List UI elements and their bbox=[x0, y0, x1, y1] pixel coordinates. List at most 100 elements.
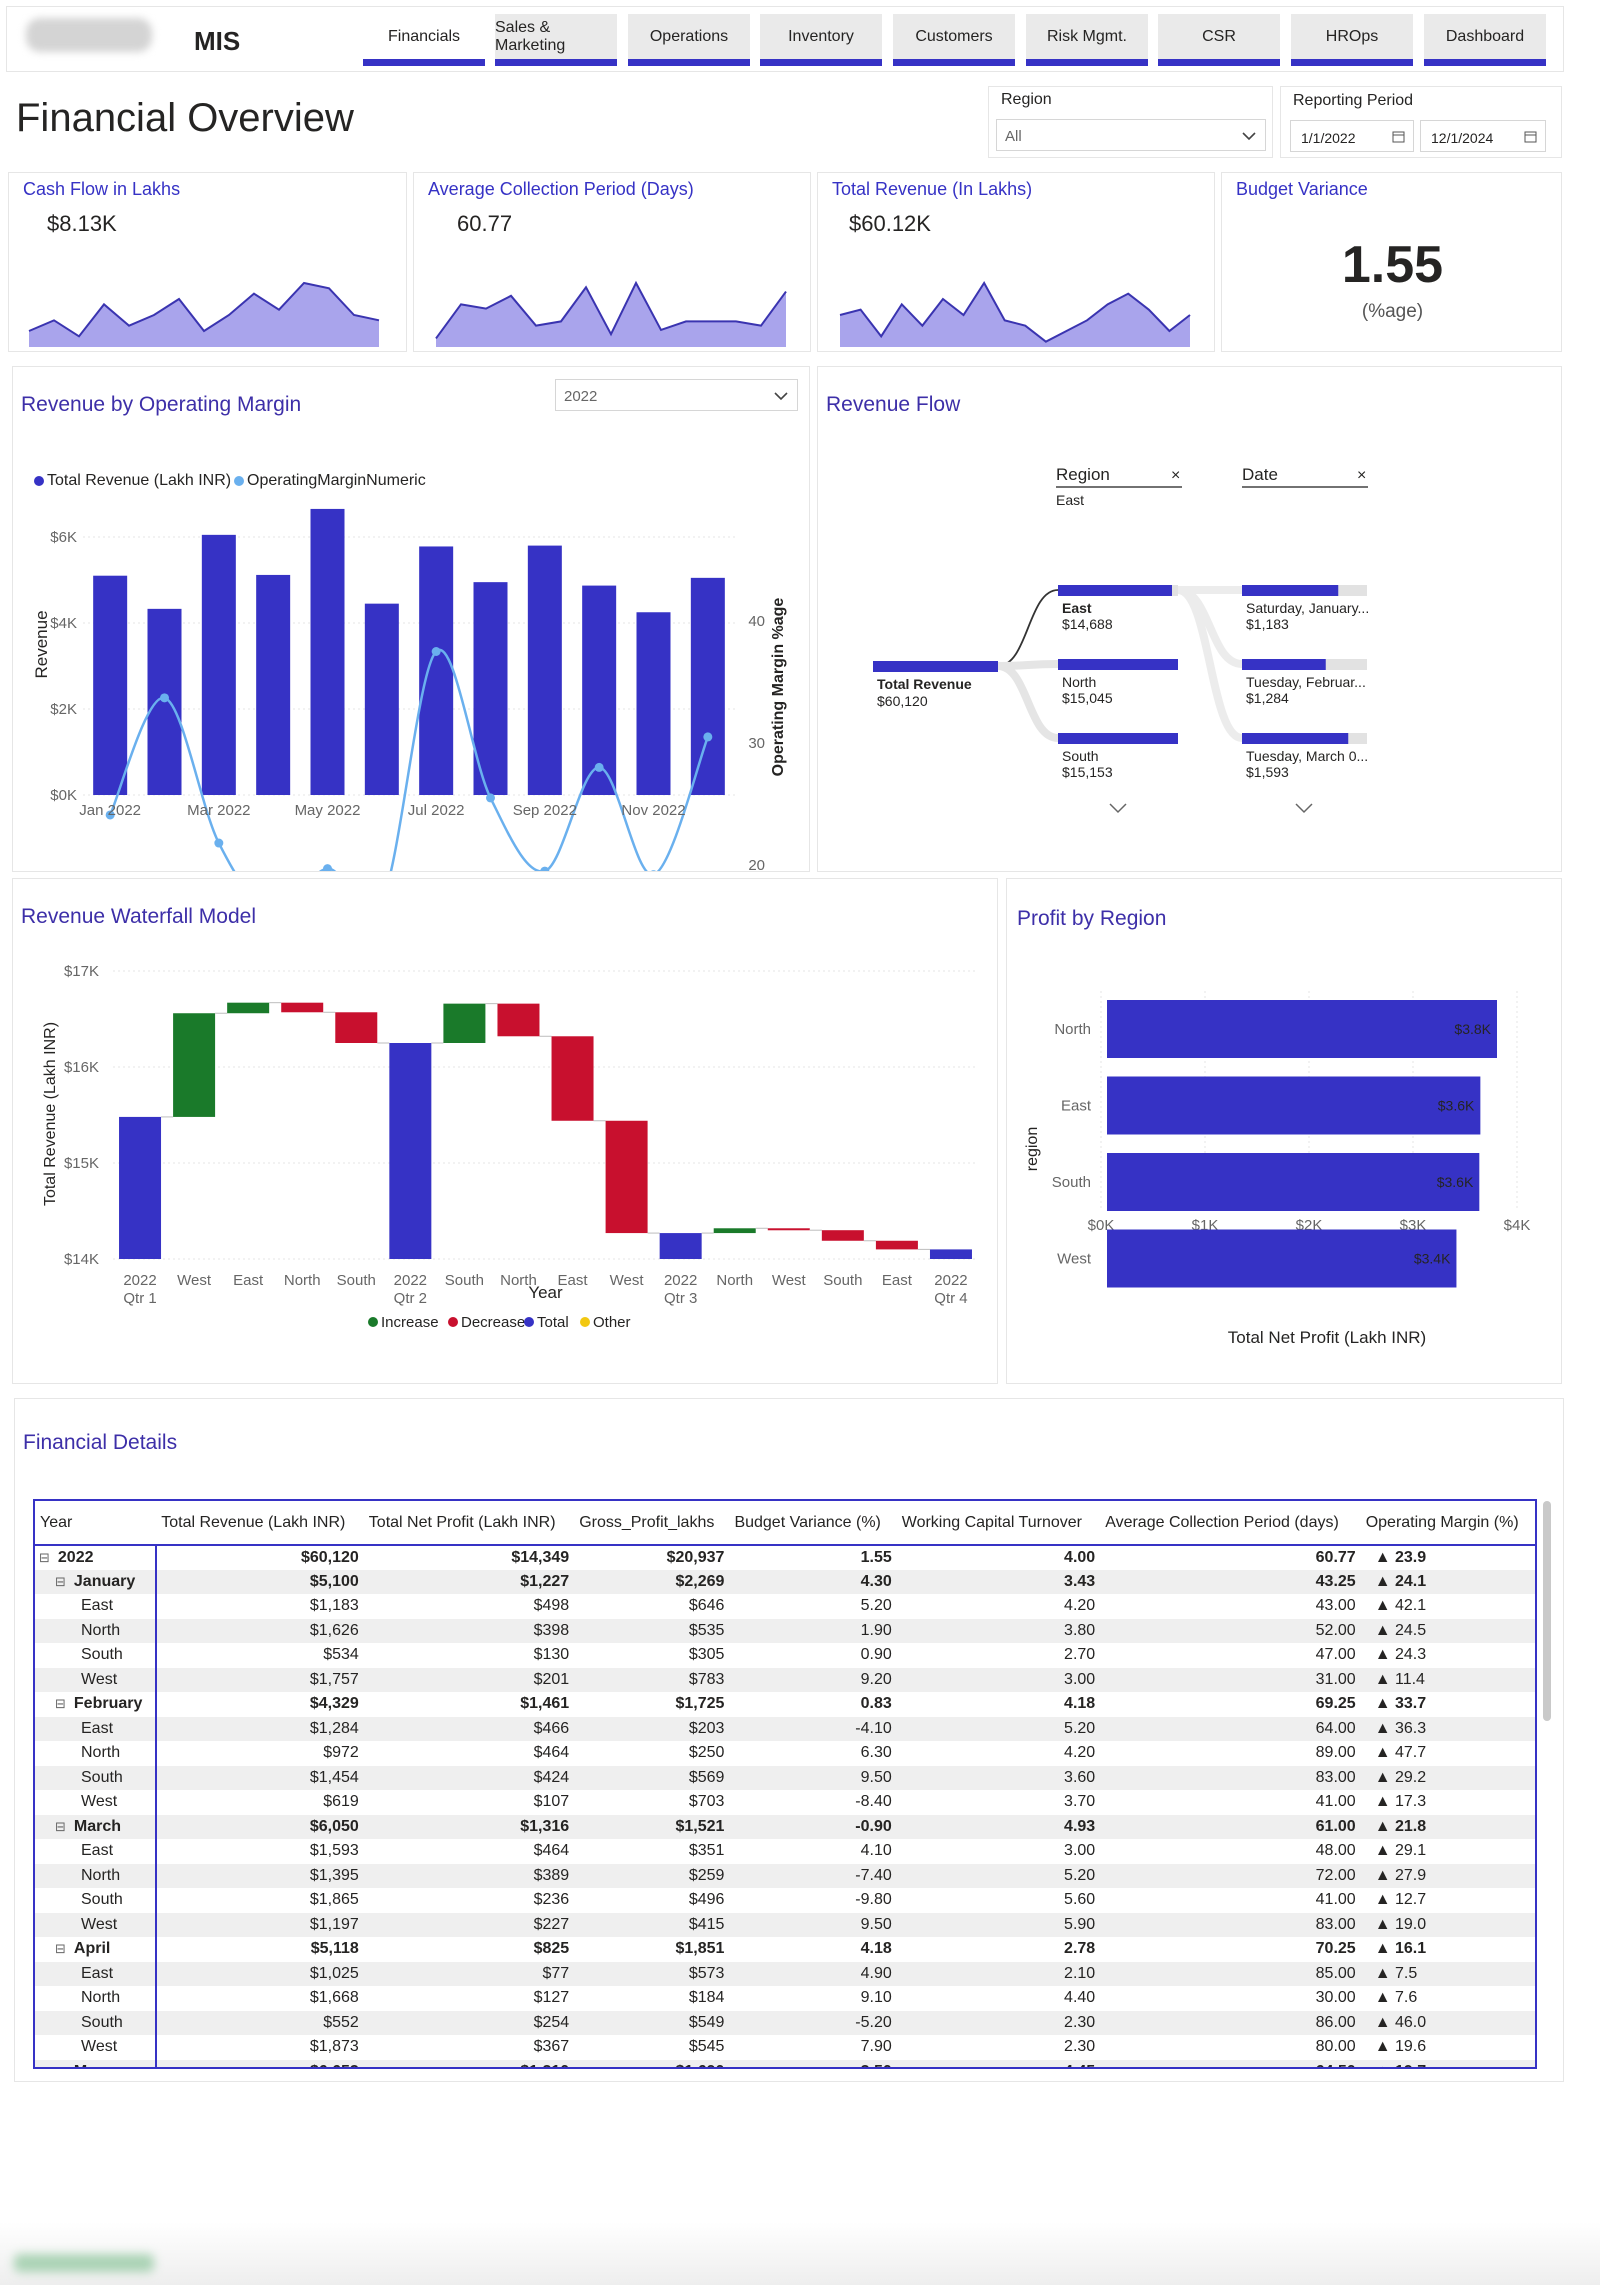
column-header[interactable]: Average Collection Period (days) bbox=[1100, 1501, 1361, 1546]
kpi-budget-card[interactable]: Budget Variance 1.55 (%age) bbox=[1221, 172, 1562, 352]
period-end-input[interactable]: 12/1/2024 bbox=[1420, 120, 1546, 152]
tab-operations[interactable]: Operations bbox=[628, 14, 750, 66]
column-header[interactable]: Total Revenue (Lakh INR) bbox=[156, 1501, 364, 1546]
table-row[interactable]: East $1,593 $464 $351 4.10 3.00 48.00 ▲ 29.1 bbox=[35, 1839, 1535, 1864]
table-row[interactable]: ⊟ March $6,050 $1,316 $1,521 -0.90 4.93 61.00 ▲ … bbox=[35, 1814, 1535, 1839]
region-dropdown[interactable]: All bbox=[996, 119, 1266, 151]
column-header[interactable]: Operating Margin (%) bbox=[1360, 1501, 1535, 1546]
table-cell: $5,118 bbox=[310, 1940, 359, 1958]
table-row[interactable]: ⊟ 2022 $60,120 $14,349 $20,937 1.55 4.00 60.77 ▲… bbox=[35, 1545, 1535, 1570]
tab-hrops[interactable]: HROps bbox=[1291, 14, 1413, 66]
table-cell: 0.83 bbox=[860, 1695, 892, 1713]
row-label: South bbox=[81, 1646, 123, 1664]
collapse-icon[interactable]: ⊟ bbox=[55, 1573, 66, 1589]
period-start-input[interactable]: 1/1/2022 bbox=[1290, 120, 1414, 152]
table-cell: $1,310 bbox=[363, 2059, 575, 2067]
rev-margin-card: Revenue by Operating Margin 2022 Total R… bbox=[12, 366, 810, 872]
column-subtitle: East bbox=[1056, 492, 1084, 508]
table-row[interactable]: North $1,395 $389 $259 -7.40 5.20 72.00 ▲ 27.9 bbox=[35, 1863, 1535, 1888]
table-row[interactable]: West $1,873 $367 $545 7.90 2.30 80.00 ▲ 19.6 bbox=[35, 2035, 1535, 2060]
x-tick-label: May 2022 bbox=[295, 802, 361, 819]
table-row[interactable]: ⊟May$6,653$1,310$1,690-3.504.4564.50▲ 19… bbox=[35, 2059, 1535, 2068]
table-row[interactable]: North $1,668 $127 $184 9.10 4.40 30.00 ▲ 7.6 bbox=[35, 1986, 1535, 2011]
table-cell: ▲ 7.6 bbox=[1361, 1986, 1535, 2011]
margin-value: 29.1 bbox=[1394, 1842, 1427, 1860]
column-header[interactable]: Gross_Profit_lakhs bbox=[574, 1501, 730, 1546]
table-cell: $201 bbox=[363, 1667, 575, 1692]
revenue-margin-chart: Total Revenue (Lakh INR) OperatingMarginN… bbox=[32, 472, 787, 871]
table-cell: $703 bbox=[688, 1793, 725, 1811]
table-row[interactable]: South $552 $254 $549 -5.20 2.30 86.00 ▲ 46.0 bbox=[35, 2010, 1535, 2035]
table-row[interactable]: East $1,183 $498 $646 5.20 4.20 43.00 ▲ 42.1 bbox=[35, 1594, 1535, 1619]
table-row[interactable]: North $972 $464 $250 6.30 4.20 89.00 ▲ 47.7 bbox=[35, 1741, 1535, 1766]
table-row[interactable]: North $1,626 $398 $535 1.90 3.80 52.00 ▲ 24.5 bbox=[35, 1618, 1535, 1643]
column-header[interactable]: Total Net Profit (Lakh INR) bbox=[363, 1501, 575, 1546]
table-cell: 41.00 bbox=[1315, 1891, 1356, 1909]
table-cell: ▲ 24.5 bbox=[1360, 1618, 1535, 1643]
flow-link bbox=[997, 662, 1059, 742]
collapse-icon[interactable]: ⊟ bbox=[39, 1549, 50, 1565]
tab-csr[interactable]: CSR bbox=[1158, 14, 1280, 66]
table-row[interactable]: West $619 $107 $703 -8.40 3.70 41.00 ▲ 17.3 bbox=[35, 1790, 1535, 1815]
column-header[interactable]: Working Capital Turnover bbox=[896, 1501, 1101, 1546]
column-header[interactable]: Budget Variance (%) bbox=[729, 1501, 897, 1546]
up-arrow-icon: ▲ bbox=[1374, 1940, 1395, 1958]
table-row[interactable]: West $1,197 $227 $415 9.50 5.90 83.00 ▲ 19.0 bbox=[35, 1912, 1535, 1937]
table-cell: 43.00 bbox=[1315, 1597, 1356, 1615]
row-label: North bbox=[81, 1621, 121, 1639]
table-cell: 64.50 bbox=[1100, 2059, 1361, 2067]
margin-value: 29.2 bbox=[1394, 1768, 1427, 1786]
table-row[interactable]: ⊟ January $5,100 $1,227 $2,269 4.30 3.43 43.25 ▲… bbox=[35, 1569, 1535, 1594]
table-cell: $14,349 bbox=[511, 1548, 570, 1566]
bar-data-label: $3.6K bbox=[1437, 1174, 1474, 1190]
margin-value: 24.3 bbox=[1394, 1646, 1427, 1664]
table-cell: ▲ 17.3 bbox=[1361, 1790, 1535, 1815]
scrollbar[interactable] bbox=[1543, 1501, 1551, 1721]
kpi-value: $60.12K bbox=[849, 211, 931, 236]
table-cell: 48.00 bbox=[1315, 1842, 1356, 1860]
row-label: East bbox=[81, 1597, 114, 1615]
tab-inventory[interactable]: Inventory bbox=[760, 14, 882, 66]
table-row[interactable]: ⊟ February $4,329 $1,461 $1,725 0.83 4.18 69.25… bbox=[35, 1692, 1535, 1717]
x-tick-label: West bbox=[772, 1272, 807, 1289]
up-arrow-icon: ▲ bbox=[1374, 1842, 1395, 1860]
table-cell: North bbox=[35, 1863, 158, 1888]
kpi-unit: (%age) bbox=[1361, 301, 1424, 322]
kpi-title: Total Revenue (In Lakhs) bbox=[832, 179, 1033, 199]
table-cell: 60.77 bbox=[1315, 1548, 1356, 1566]
collapse-icon[interactable]: ⊟ bbox=[55, 1696, 66, 1712]
table-row[interactable]: South $1,454 $424 $569 9.50 3.60 83.00 ▲ 29.2 bbox=[35, 1765, 1535, 1790]
collapse-icon[interactable]: ⊟ bbox=[55, 1941, 66, 1957]
y-tick-label: $17K bbox=[64, 963, 99, 980]
tab-customers[interactable]: Customers bbox=[893, 14, 1015, 66]
calendar-icon[interactable] bbox=[1524, 130, 1537, 143]
card-title: Revenue Waterfall Model bbox=[21, 905, 256, 928]
kpi-collection-card[interactable]: Average Collection Period (Days) 60.77 bbox=[413, 172, 811, 352]
table-cell: -5.20 bbox=[729, 2010, 897, 2035]
kpi-revenue-card[interactable]: Total Revenue (In Lakhs) $60.12K bbox=[817, 172, 1215, 352]
up-arrow-icon: ▲ bbox=[1374, 1621, 1395, 1639]
column-header[interactable]: Year bbox=[35, 1501, 157, 1546]
collapse-icon[interactable]: ⊟ bbox=[55, 1818, 66, 1834]
legend-label: Decrease bbox=[461, 1314, 525, 1331]
collapse-icon[interactable]: ⊟ bbox=[55, 2064, 66, 2068]
x-tick-label: East bbox=[233, 1272, 264, 1289]
table-row[interactable]: South $1,865 $236 $496 -9.80 5.60 41.00 ▲ 12.7 bbox=[35, 1888, 1535, 1913]
table-row[interactable]: South $534 $130 $305 0.90 2.70 47.00 ▲ 24.3 bbox=[35, 1643, 1535, 1668]
calendar-icon[interactable] bbox=[1392, 130, 1405, 143]
sparkline-area bbox=[839, 281, 1191, 347]
table-row[interactable]: East $1,284 $466 $203 -4.10 5.20 64.00 ▲ 36.3 bbox=[35, 1716, 1535, 1741]
root-value: $60,120 bbox=[877, 693, 928, 709]
tab-financials[interactable]: Financials bbox=[363, 14, 485, 66]
table-row[interactable]: ⊟ April $5,118 $825 $1,851 4.18 2.78 70.25 ▲ 16.… bbox=[35, 1937, 1535, 1962]
kpi-cashflow-card[interactable]: Cash Flow in Lakhs $8.13K bbox=[8, 172, 407, 352]
table-cell: $1,183 bbox=[309, 1597, 359, 1615]
tab-risk-mgmt[interactable]: Risk Mgmt. bbox=[1026, 14, 1148, 66]
table-row[interactable]: East $1,025 $77 $573 4.90 2.10 85.00 ▲ 7.5 bbox=[35, 1961, 1535, 1986]
table-row[interactable]: West $1,757 $201 $783 9.20 3.00 31.00 ▲ 11.4 bbox=[35, 1667, 1535, 1692]
table-cell: East bbox=[35, 1716, 158, 1741]
tab-sales-marketing[interactable]: Sales & Marketing bbox=[495, 14, 617, 66]
year-dropdown[interactable]: 2022 bbox=[555, 379, 798, 411]
table-cell: $398 bbox=[363, 1618, 575, 1643]
tab-dashboard[interactable]: Dashboard bbox=[1424, 14, 1546, 66]
